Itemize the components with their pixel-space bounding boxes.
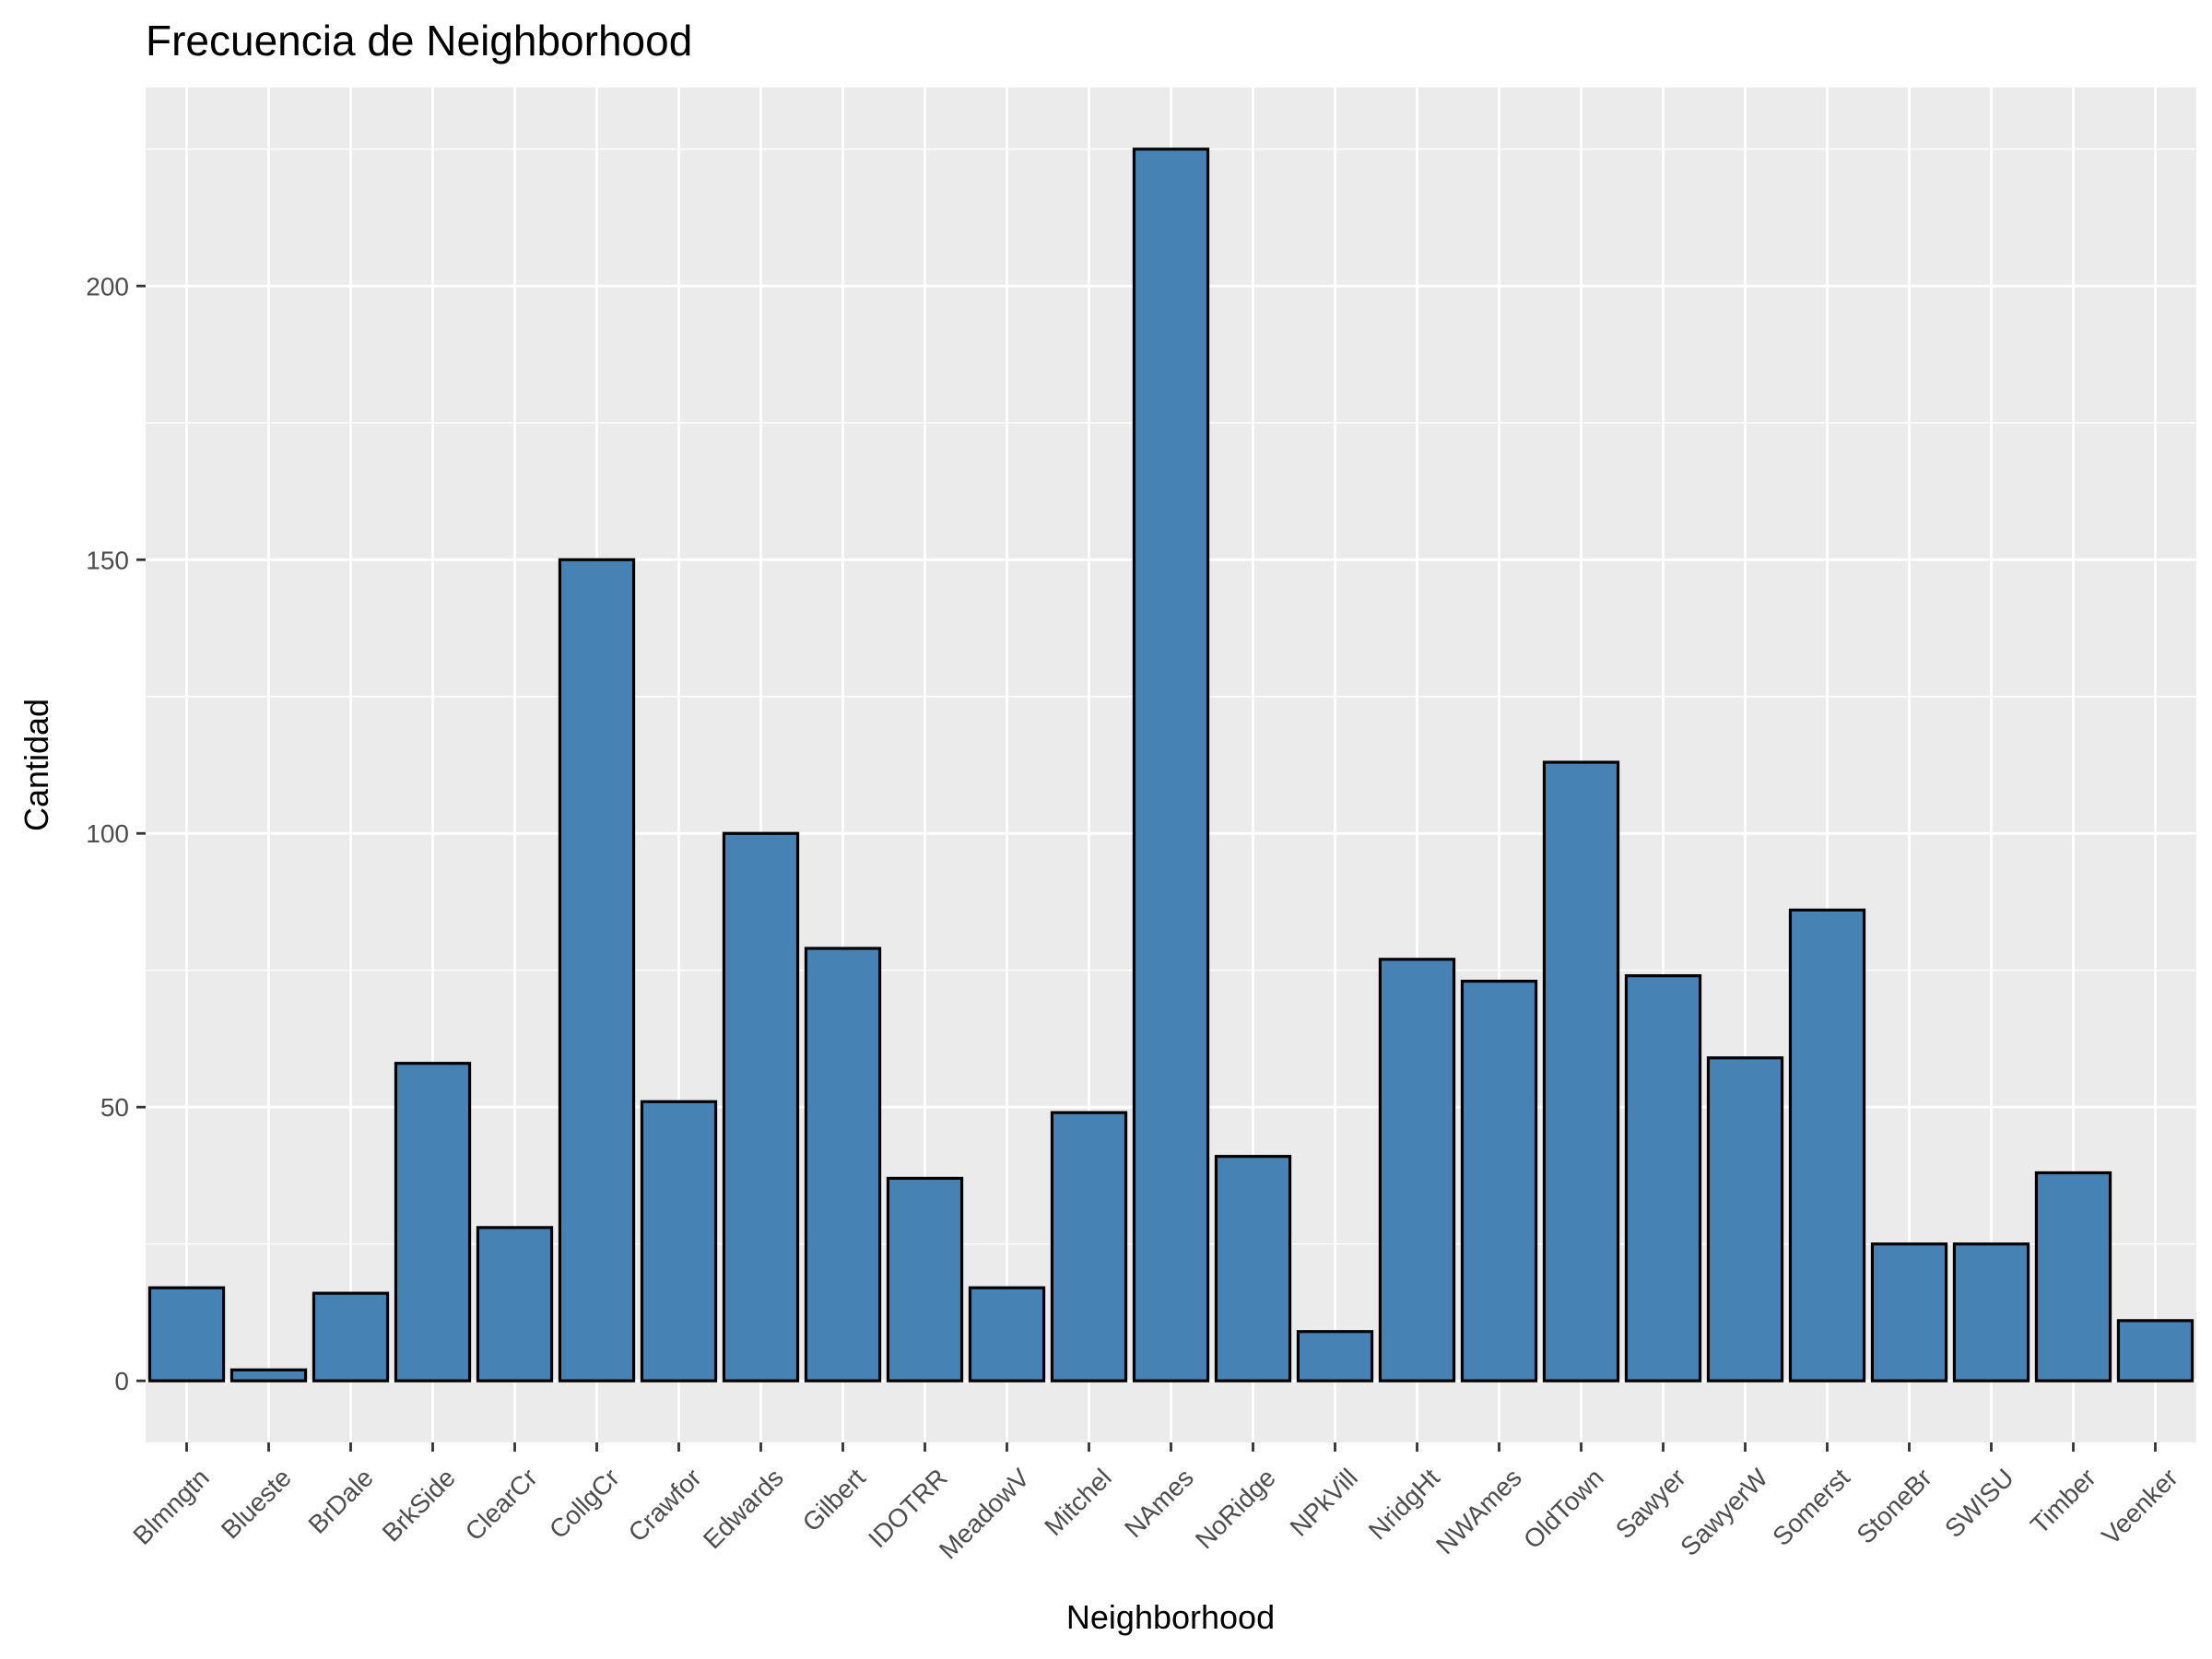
y-axis-title: Cantidad <box>18 699 55 831</box>
x-tick-label: NWAmes <box>1430 1463 1527 1559</box>
x-tick-label: SawyerW <box>1675 1463 1773 1561</box>
bar-sawyerw <box>1706 1056 1784 1382</box>
x-tick-label: Sawyer <box>1610 1463 1691 1544</box>
x-tick-label: BrDale <box>302 1463 378 1538</box>
bar-nridght <box>1378 958 1456 1382</box>
bar-mitchel <box>1050 1111 1128 1382</box>
x-tick-label: Veenker <box>2096 1463 2183 1550</box>
bar-timber <box>2034 1171 2112 1382</box>
x-tick-label: CollgCr <box>544 1463 625 1544</box>
y-tick-label: 150 <box>86 546 129 574</box>
bar-somerst <box>1788 908 1866 1382</box>
bar-sawyer <box>1624 974 1702 1382</box>
x-tick-label: OldTown <box>1518 1463 1609 1554</box>
bar-nwames <box>1460 980 1538 1382</box>
bars <box>147 147 2194 1382</box>
x-tick-label: NPkVill <box>1285 1463 1363 1541</box>
bar-crawfor <box>640 1100 718 1382</box>
bar-swisu <box>1952 1242 2030 1382</box>
x-tick-label: Edwards <box>698 1463 789 1554</box>
x-tick-label: NridgHt <box>1363 1463 1445 1545</box>
bar-brdale <box>312 1291 390 1382</box>
x-tick-label: Blueste <box>216 1463 297 1544</box>
bar-idotrr <box>886 1176 964 1382</box>
bar-collgcr <box>558 558 636 1382</box>
x-tick-label: Somerst <box>1767 1463 1855 1551</box>
y-tick-label: 50 <box>100 1093 129 1122</box>
bar-oldtown <box>1542 760 1620 1382</box>
x-tick-label: NoRidge <box>1190 1463 1281 1554</box>
bar-gilbert <box>804 947 882 1382</box>
x-tick-label: Crawfor <box>623 1463 707 1547</box>
bar-veenker <box>2116 1319 2194 1382</box>
y-tick-label: 100 <box>86 819 129 848</box>
x-tick-label: Gilbert <box>797 1463 871 1536</box>
bar-stonebr <box>1870 1242 1948 1382</box>
x-tick-label: ClearCr <box>460 1463 543 1546</box>
x-tick-label: Timber <box>2025 1463 2101 1539</box>
y-tick-label: 200 <box>86 272 129 300</box>
x-axis-title: Neighborhood <box>1066 1598 1275 1636</box>
x-tick-label: Blmngtn <box>127 1463 215 1550</box>
y-axis: 0 50 100 150 200 <box>86 272 146 1395</box>
x-tick-label: Mitchel <box>1039 1463 1117 1541</box>
bar-noridge <box>1214 1155 1292 1382</box>
bar-names <box>1132 147 1210 1382</box>
x-tick-label: StoneBr <box>1851 1463 1936 1548</box>
x-tick-label: BrkSide <box>377 1463 461 1547</box>
bar-meadowv <box>968 1286 1046 1382</box>
x-tick-label: MeadowV <box>934 1463 1035 1564</box>
bar-blueste <box>229 1368 308 1382</box>
y-tick-label: 0 <box>114 1367 129 1395</box>
x-tick-label: SWISU <box>1939 1463 2019 1543</box>
bar-brkside <box>394 1062 472 1382</box>
bar-edwards <box>722 831 800 1382</box>
x-tick-label: NAmes <box>1119 1463 1199 1543</box>
chart-title: Frecuencia de Neighborhood <box>146 17 692 65</box>
bar-blmngtn <box>147 1286 226 1382</box>
bar-clearcr <box>476 1226 554 1382</box>
bar-npkvill <box>1296 1330 1374 1382</box>
